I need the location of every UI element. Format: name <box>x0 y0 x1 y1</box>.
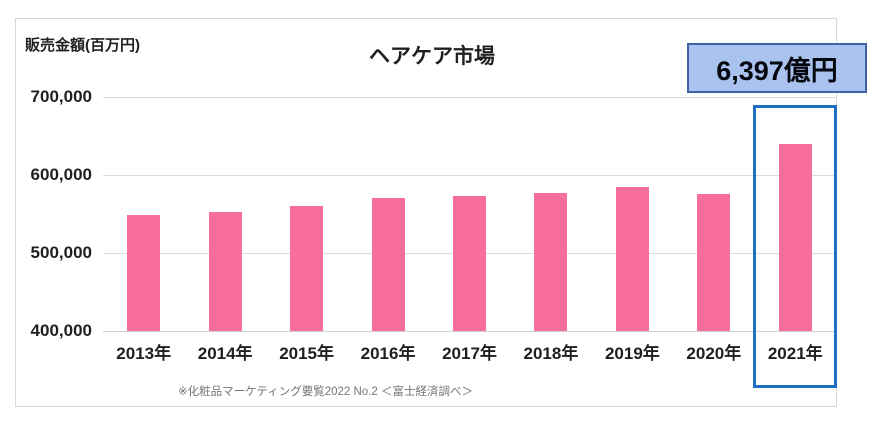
x-tick-label: 2017年 <box>442 344 497 363</box>
gridline <box>103 97 836 98</box>
gridline <box>103 175 836 176</box>
bar-2014年 <box>208 211 242 331</box>
bar-2016年 <box>371 198 405 331</box>
x-tick-label: 2015年 <box>279 344 335 363</box>
x-tick-label: 2020年 <box>686 344 742 363</box>
y-tick-label: 400,000 <box>30 321 92 340</box>
y-tick-label: 700,000 <box>30 87 92 106</box>
chart-title: ヘアケア市場 <box>369 45 495 68</box>
highlight-box-2021 <box>753 105 838 388</box>
bar-2021年 <box>778 144 812 331</box>
bar-2017年 <box>453 196 486 331</box>
bar-2013年 <box>127 214 161 331</box>
x-tick-label: 2018年 <box>523 344 579 363</box>
x-tick-label: 2016年 <box>360 344 416 363</box>
x-axis-line <box>103 331 836 332</box>
y-tick-label: 600,000 <box>30 165 92 184</box>
value-callout: 6,397億円 <box>687 43 867 93</box>
y-axis-unit-label: 販売金額(百万円) <box>25 37 140 54</box>
bar-2019年 <box>615 186 649 331</box>
x-tick-label: 2019年 <box>604 344 660 363</box>
x-tick-label: 2014年 <box>197 344 253 363</box>
x-tick-label: 2021年 <box>767 344 823 363</box>
y-tick-label: 500,000 <box>30 243 92 262</box>
source-footnote: ※化粧品マーケティング要覧2022 No.2 ＜富士経済調べ＞ <box>178 386 473 398</box>
bar-2020年 <box>697 193 731 331</box>
bar-2015年 <box>290 206 324 331</box>
x-tick-label: 2013年 <box>116 344 172 363</box>
bar-2018年 <box>534 192 568 331</box>
